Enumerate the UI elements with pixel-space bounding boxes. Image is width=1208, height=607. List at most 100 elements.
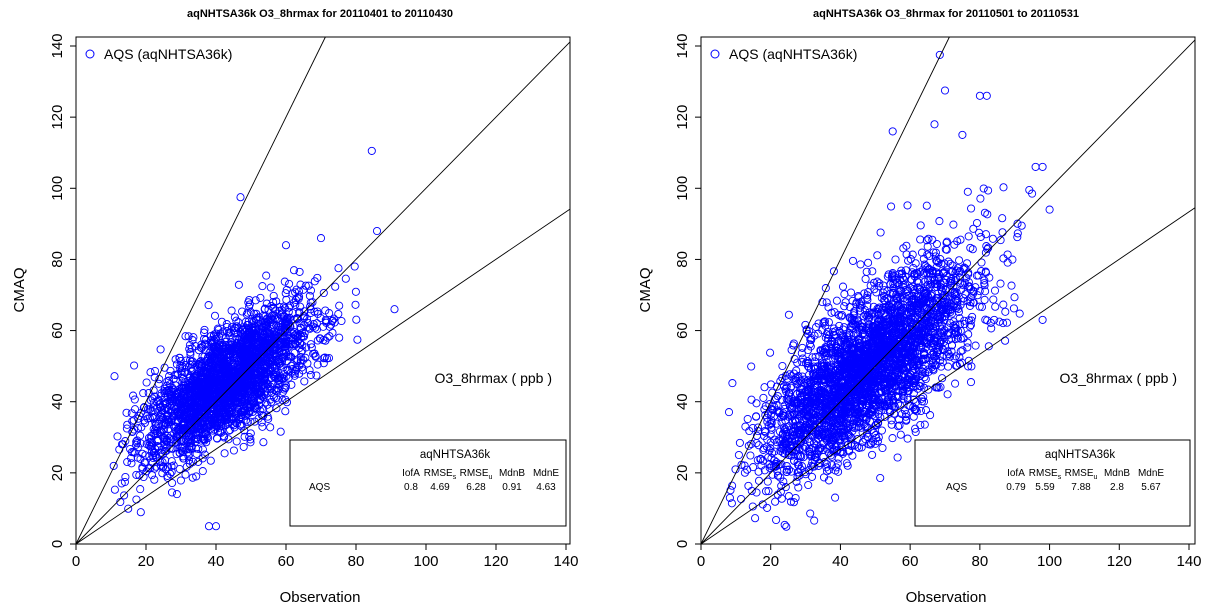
data-point [210,311,220,320]
data-point [271,367,280,376]
data-point [110,485,119,494]
data-point [893,453,902,462]
data-point [744,481,753,490]
data-point [877,426,886,435]
data-point [204,301,213,310]
data-point [312,371,321,380]
data-point [276,427,285,436]
data-point [313,360,322,369]
data-point [170,370,179,379]
y-tick-label: 20 [49,465,66,482]
data-point [146,368,155,377]
data-point [301,281,310,290]
data-point [372,226,382,236]
data-point [138,463,147,472]
data-point [158,458,167,467]
data-point [838,282,848,291]
data-point [152,404,161,413]
data-point [157,408,166,417]
stats-column-header: IofA [402,468,420,479]
y-tick-label: 120 [49,105,66,130]
data-point [258,422,267,431]
data-point [998,228,1007,237]
data-point [267,301,276,311]
data-point [297,324,306,333]
data-point [935,217,944,226]
data-point [903,201,912,210]
data-point [735,438,744,447]
data-point [829,267,838,276]
data-point [319,354,328,363]
data-point [139,389,148,398]
data-point [327,317,337,326]
data-point [988,234,997,243]
data-point [169,374,178,384]
stats-table: aqNHTSA36k IofA RMSEs RMSEu MdnB MdnE AQS 0.… [289,439,567,527]
data-point [887,202,896,211]
data-point [289,266,299,275]
data-point [806,509,815,518]
data-point [951,379,960,388]
data-point [281,241,291,250]
data-point [971,341,980,350]
data-point [262,271,271,280]
data-point [843,461,852,470]
data-point [123,457,132,467]
x-tick-label: 80 [348,553,365,570]
data-point [136,431,145,440]
data-point [797,349,806,358]
data-point [834,467,843,476]
data-point [891,255,900,264]
data-point [130,361,139,370]
data-point [963,187,972,196]
data-point [167,457,176,466]
data-point [990,286,1000,295]
data-point [909,412,918,421]
data-point [305,366,314,375]
data-point [301,353,310,362]
data-point [782,522,791,531]
data-point [352,315,361,324]
data-point [184,332,193,341]
data-point [351,287,360,296]
data-point [150,392,159,401]
data-point [979,184,988,193]
data-point [334,264,343,273]
data-point [878,443,887,453]
data-point [341,274,350,283]
data-point [132,437,141,446]
data-point [1017,221,1026,230]
data-point [726,486,735,495]
legend: AQS (aqNHTSA36k) [85,46,232,62]
data-point [787,345,796,355]
x-tick-label: 100 [413,553,438,570]
data-point [285,279,294,288]
data-point [269,298,278,307]
chart-title: aqNHTSA36k O3_8hrmax for 20110401 to 201… [187,8,453,20]
data-point [311,323,320,332]
data-point [316,234,326,243]
data-point [299,332,309,341]
stats-column-subscript: s [453,474,457,481]
data-point [300,377,309,386]
data-point [737,494,746,504]
data-point [272,297,281,306]
data-point [132,440,141,449]
data-point [243,308,252,317]
data-point [213,324,222,333]
data-point [996,279,1005,288]
data-point [888,434,897,443]
y-tick-label: 40 [49,393,66,410]
data-point [176,361,185,370]
data-point [943,390,952,399]
data-point [213,434,222,443]
data-point [326,320,336,329]
data-point [150,475,159,484]
stats-column-header: MdnE [533,468,559,479]
data-point [284,303,293,312]
stats-row-label: AQS [309,482,330,493]
data-point [129,391,138,400]
data-point [961,290,970,299]
data-point [746,451,755,460]
